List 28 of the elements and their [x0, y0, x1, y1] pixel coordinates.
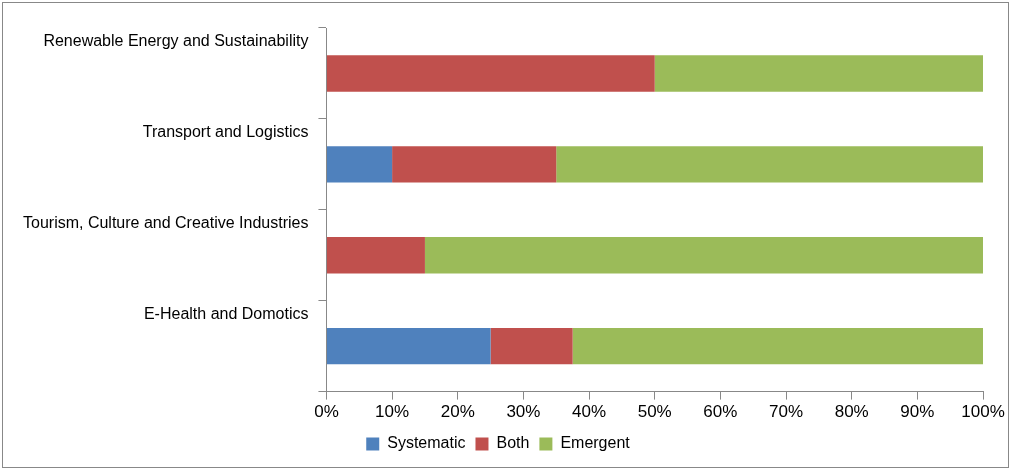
x-tick-label: 20% — [440, 402, 475, 422]
legend-label: Emergent — [560, 434, 631, 452]
bar — [556, 146, 983, 183]
x-tick-label: 60% — [703, 402, 738, 422]
bar — [654, 55, 983, 92]
bar — [326, 55, 655, 92]
x-tick-label: 10% — [375, 402, 410, 422]
x-tick-label: 50% — [637, 402, 672, 422]
bar — [572, 327, 983, 365]
bar — [326, 327, 491, 365]
y-tick-label: Transport and Logistics — [142, 122, 309, 140]
x-tick-label: 0% — [314, 402, 339, 422]
x-tick-label: 30% — [506, 402, 541, 422]
bar — [490, 327, 573, 365]
y-tick-label: Renewable Energy and Sustainability — [43, 31, 309, 49]
x-tick-label: 70% — [769, 402, 804, 422]
bar — [326, 146, 393, 183]
bar — [424, 237, 983, 274]
x-tick-label: 90% — [900, 402, 935, 422]
bar — [392, 146, 557, 183]
x-tick-label: 80% — [834, 402, 869, 422]
legend-label: Systematic — [387, 434, 466, 452]
bar — [326, 237, 425, 274]
y-tick-label: E-Health and Domotics — [143, 304, 309, 322]
x-tick-label: 100% — [961, 402, 1005, 422]
x-tick-label: 40% — [572, 402, 607, 422]
legend-label: Both — [496, 434, 530, 452]
y-tick-label: Tourism, Culture and Creative Industries — [23, 213, 309, 231]
